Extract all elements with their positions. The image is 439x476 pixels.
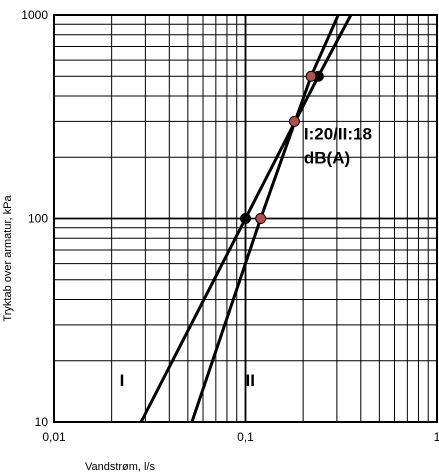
y-tick-label: 10: [35, 415, 49, 429]
series-layer: [139, 15, 353, 422]
series-line-ii: [190, 15, 340, 422]
curve-label: II: [246, 371, 255, 390]
x-axis-title: Vandstrøm, l/s: [85, 461, 156, 473]
annotation-line-2: dB(A): [304, 148, 350, 167]
data-point-marker: [288, 115, 300, 127]
data-point-marker: [305, 70, 317, 82]
curve-label: I: [120, 371, 125, 390]
plot-frame: [53, 14, 438, 423]
x-tick-label: 0,01: [42, 430, 66, 444]
y-tick-label: 100: [28, 212, 48, 226]
data-point-marker: [255, 213, 267, 224]
curve-labels-layer: I II: [120, 371, 255, 390]
data-point-marker: [240, 213, 251, 224]
series-line-i: [139, 15, 353, 422]
y-axis-title: Tryktab over armatur, kPa: [2, 195, 14, 322]
x-tick-label: 1: [434, 430, 439, 444]
markers-layer: [240, 70, 324, 224]
tick-labels: 0,01 0,1 1 10 100 1000: [21, 8, 439, 444]
annotation-line-1: I:20/II:18: [304, 124, 372, 143]
x-tick-label: 0,1: [237, 430, 254, 444]
y-tick-label: 1000: [21, 8, 48, 22]
